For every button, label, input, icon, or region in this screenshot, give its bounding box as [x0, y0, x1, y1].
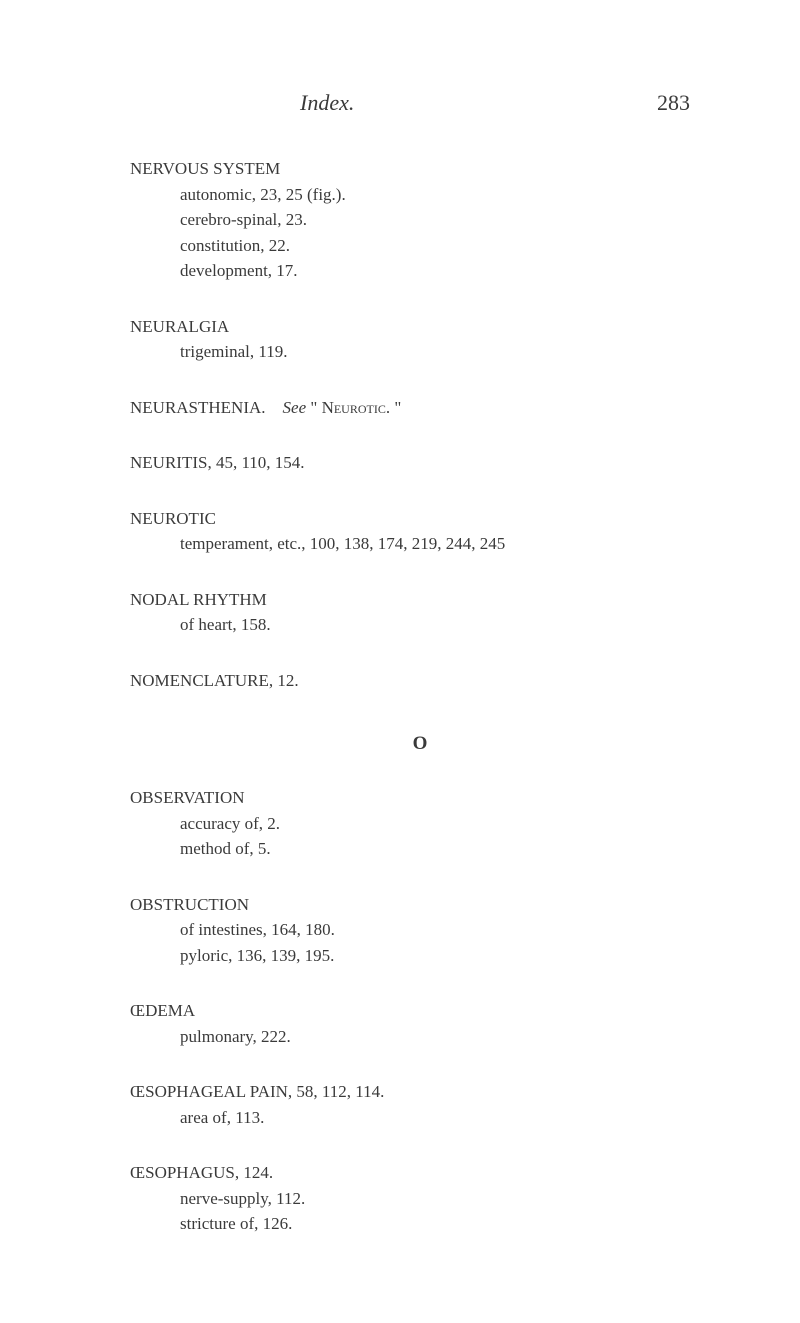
- entry-sub: pulmonary, 222.: [130, 1024, 710, 1050]
- index-entry: OBSERVATION accuracy of, 2. method of, 5…: [130, 785, 710, 862]
- entry-sub: nerve-supply, 112.: [130, 1186, 710, 1212]
- index-entry: NERVOUS SYSTEM autonomic, 23, 25 (fig.).…: [130, 156, 710, 284]
- header-title: Index.: [300, 90, 354, 116]
- section-letter: O: [130, 733, 710, 755]
- entry-sub: autonomic, 23, 25 (fig.).: [130, 182, 710, 208]
- entry-main: NOMENCLATURE, 12.: [130, 668, 710, 694]
- quote-open: ": [310, 398, 321, 417]
- entry-sub: development, 17.: [130, 258, 710, 284]
- entry-main: NEURASTHENIA. See " Neurotic. ": [130, 395, 710, 421]
- quote-close: ": [394, 398, 401, 417]
- page-number: 283: [657, 90, 690, 116]
- index-entry: NEUROTIC temperament, etc., 100, 138, 17…: [130, 506, 710, 557]
- entry-main: NERVOUS SYSTEM: [130, 156, 710, 182]
- index-entry: NODAL RHYTHM of heart, 158.: [130, 587, 710, 638]
- entry-sub: method of, 5.: [130, 836, 710, 862]
- entry-sub: trigeminal, 119.: [130, 339, 710, 365]
- entry-main: OBSTRUCTION: [130, 892, 710, 918]
- entry-text: NEURASTHENIA.: [130, 398, 266, 417]
- entry-main: ŒSOPHAGUS, 124.: [130, 1160, 710, 1186]
- entry-sub: of intestines, 164, 180.: [130, 917, 710, 943]
- entry-main: OBSERVATION: [130, 785, 710, 811]
- index-entry: NOMENCLATURE, 12.: [130, 668, 710, 694]
- entry-text: [270, 398, 279, 417]
- index-entry: NEURASTHENIA. See " Neurotic. ": [130, 395, 710, 421]
- entry-main: NEURALGIA: [130, 314, 710, 340]
- reference-term: Neurotic.: [322, 398, 391, 417]
- entry-main: NEURITIS, 45, 110, 154.: [130, 450, 710, 476]
- entry-sub: of heart, 158.: [130, 612, 710, 638]
- index-content: NERVOUS SYSTEM autonomic, 23, 25 (fig.).…: [130, 156, 710, 1237]
- page-header: Index. 283: [130, 90, 710, 116]
- entry-sub: area of, 113.: [130, 1105, 710, 1131]
- entry-sub: pyloric, 136, 139, 195.: [130, 943, 710, 969]
- index-entry: NEURITIS, 45, 110, 154.: [130, 450, 710, 476]
- entry-sub: accuracy of, 2.: [130, 811, 710, 837]
- entry-main: NODAL RHYTHM: [130, 587, 710, 613]
- index-entry: ŒDEMA pulmonary, 222.: [130, 998, 710, 1049]
- entry-sub: constitution, 22.: [130, 233, 710, 259]
- entry-sub: temperament, etc., 100, 138, 174, 219, 2…: [130, 531, 710, 557]
- entry-main: NEUROTIC: [130, 506, 710, 532]
- entry-sub: stricture of, 126.: [130, 1211, 710, 1237]
- index-entry: NEURALGIA trigeminal, 119.: [130, 314, 710, 365]
- index-entry: ŒSOPHAGUS, 124. nerve-supply, 112. stric…: [130, 1160, 710, 1237]
- entry-main: ŒSOPHAGEAL PAIN, 58, 112, 114.: [130, 1079, 710, 1105]
- see-reference: See: [283, 398, 307, 417]
- entry-main: ŒDEMA: [130, 998, 710, 1024]
- index-entry: ŒSOPHAGEAL PAIN, 58, 112, 114. area of, …: [130, 1079, 710, 1130]
- entry-sub: cerebro-spinal, 23.: [130, 207, 710, 233]
- index-entry: OBSTRUCTION of intestines, 164, 180. pyl…: [130, 892, 710, 969]
